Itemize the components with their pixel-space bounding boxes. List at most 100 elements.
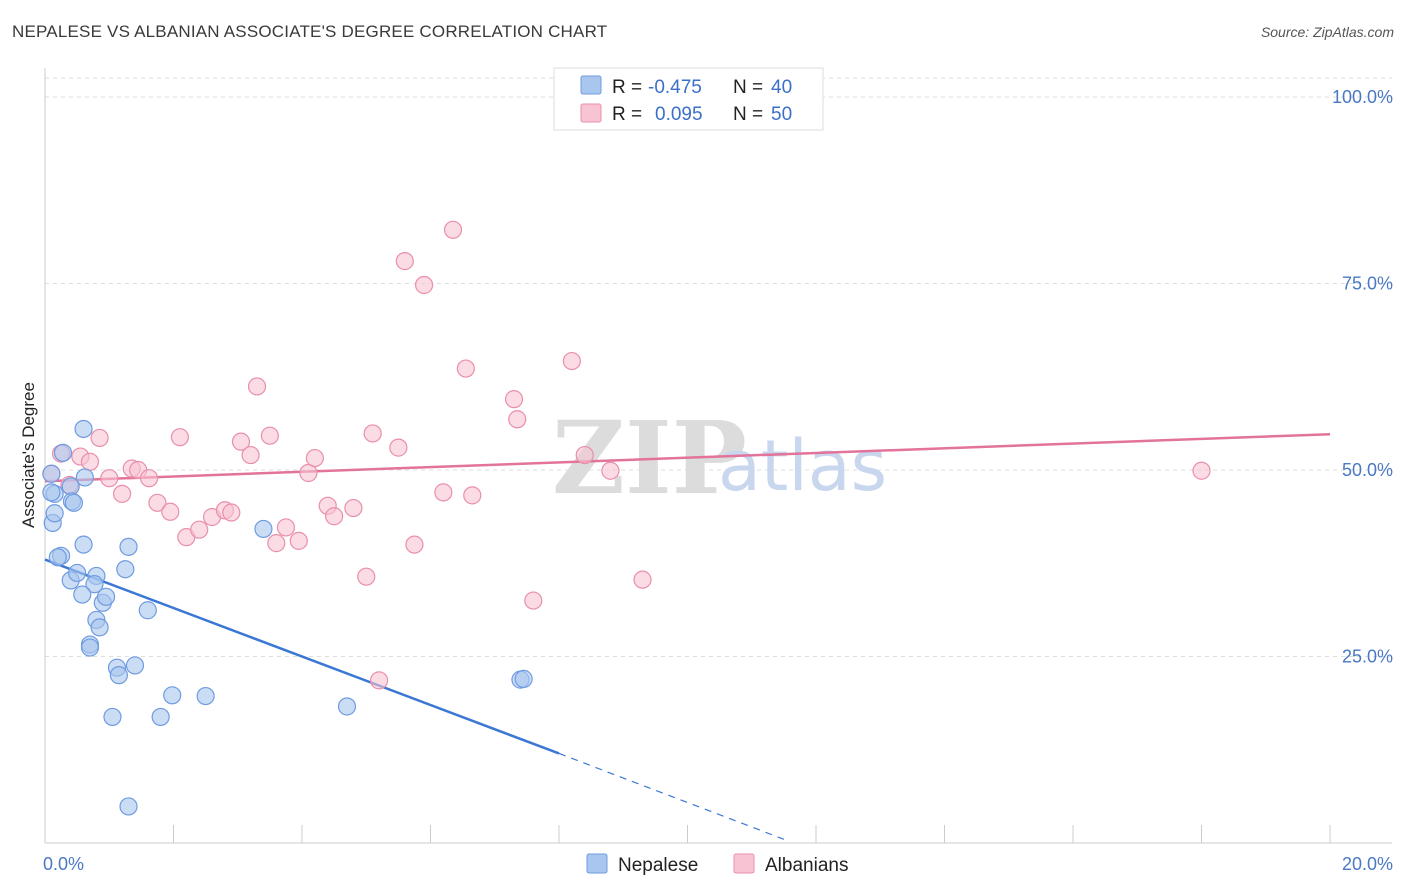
point-albanians-15: [190, 520, 209, 539]
point-albanians-10: [139, 469, 159, 488]
point-albanians-32: [363, 424, 382, 443]
x-tick-label-max: 20.0%: [1342, 854, 1393, 874]
source-credit: Source: ZipAtlas.com: [1260, 24, 1394, 40]
point-albanians-29: [325, 507, 344, 526]
point-albanians-20: [241, 445, 260, 465]
point-albanians-25: [289, 531, 308, 550]
point-albanians-23: [267, 534, 286, 553]
point-albanians-40: [456, 359, 475, 378]
point-nepalese-11: [48, 548, 67, 567]
point-nepalese-33: [151, 707, 170, 727]
series-legend-label-albanians: Albanians: [765, 855, 848, 876]
trend-lines: [44, 432, 1331, 840]
point-nepalese-31: [196, 686, 215, 706]
point-nepalese-20: [119, 537, 138, 556]
point-albanians-38: [434, 483, 453, 502]
legend-swatch-nepalese: [580, 75, 602, 95]
y-tick-label-75: 75.0%: [1342, 274, 1393, 294]
point-albanians-42: [504, 390, 524, 409]
point-albanians-24: [276, 518, 296, 537]
legend-n-value-nepalese: 40: [771, 77, 792, 98]
point-nepalese-0: [42, 464, 61, 483]
point-albanians-4: [80, 452, 100, 471]
point-albanians-12: [161, 502, 180, 521]
point-nepalese-26: [80, 638, 100, 657]
point-albanians-30: [344, 498, 363, 518]
point-albanians-34: [389, 438, 408, 457]
point-albanians-13: [170, 428, 190, 447]
point-albanians-45: [562, 351, 581, 371]
point-nepalese-24: [138, 601, 157, 620]
point-albanians-48: [633, 570, 652, 589]
x-tick-label-min: 0.0%: [43, 854, 84, 874]
point-nepalese-14: [68, 563, 87, 583]
point-albanians-43: [508, 410, 527, 429]
point-albanians-18: [222, 503, 241, 522]
point-nepalese-21: [116, 560, 135, 579]
series-legend-swatch-albanians: [733, 853, 755, 874]
point-albanians-36: [405, 535, 424, 554]
legend-r-value-nepalese: -0.475: [648, 77, 702, 98]
data-points: [42, 220, 1211, 816]
point-albanians-27: [305, 448, 324, 468]
y-tick-label-100: 100.0%: [1332, 87, 1393, 107]
point-nepalese-3: [45, 504, 64, 523]
point-albanians-35: [395, 252, 414, 271]
point-nepalese-29: [125, 656, 145, 675]
legend-n-label-nepalese: N =: [733, 77, 763, 98]
gridlines: [45, 77, 1392, 657]
point-albanians-46: [575, 445, 594, 465]
chart-title: NEPALESE VS ALBANIAN ASSOCIATE'S DEGREE …: [12, 22, 608, 41]
point-albanians-22: [260, 426, 279, 445]
watermark: ZIP atlas: [552, 399, 887, 517]
point-albanians-37: [414, 275, 434, 295]
legend-n-label-albanians: N =: [733, 104, 763, 125]
point-nepalese-23: [90, 618, 109, 637]
point-albanians-21: [247, 377, 267, 396]
watermark-atlas: atlas: [718, 425, 887, 507]
point-albanians-6: [100, 469, 119, 488]
point-nepalese-6: [75, 468, 94, 487]
point-nepalese-5: [74, 419, 93, 439]
x-tick-labels: 0.0% 20.0%: [43, 854, 1393, 874]
point-nepalese-28: [109, 666, 128, 685]
point-albanians-11: [148, 493, 167, 512]
legend-r-value-albanians: 0.095: [655, 104, 703, 125]
point-albanians-39: [443, 220, 463, 239]
point-nepalese-30: [163, 686, 182, 705]
point-albanians-19: [231, 432, 251, 451]
y-tick-label-25: 25.0%: [1342, 647, 1393, 667]
point-nepalese-36: [337, 697, 357, 716]
point-nepalese-17: [73, 585, 92, 604]
point-albanians-41: [463, 486, 482, 505]
point-nepalese-35: [254, 519, 273, 539]
y-axis-title: Associate's Degree: [19, 382, 38, 528]
point-albanians-31: [357, 567, 376, 586]
y-tick-labels: 25.0% 50.0% 75.0% 100.0%: [1332, 87, 1393, 667]
point-nepalese-19: [96, 587, 116, 606]
point-nepalese-38: [514, 669, 533, 688]
point-nepalese-34: [119, 797, 138, 816]
trend-line-nepalese-extension: [558, 752, 785, 840]
point-nepalese-13: [74, 535, 93, 554]
point-albanians-47: [601, 461, 620, 480]
point-nepalese-9: [64, 493, 84, 512]
legend-r-label-albanians: R =: [612, 104, 642, 125]
trend-line-albanians: [44, 432, 1331, 483]
point-nepalese-32: [103, 707, 122, 727]
axes: [44, 68, 1392, 844]
legend-r-label-nepalese: R =: [612, 77, 642, 98]
point-albanians-5: [90, 428, 109, 448]
trend-line-nepalese: [44, 558, 560, 755]
series-legend-label-nepalese: Nepalese: [618, 855, 698, 876]
point-albanians-33: [370, 671, 389, 690]
legend-n-value-albanians: 50: [771, 104, 792, 125]
stats-legend: R = -0.475 N = 40 R = 0.095 N = 50: [553, 67, 824, 131]
point-nepalese-39: [42, 483, 61, 502]
point-albanians-44: [524, 591, 543, 610]
legend-swatch-albanians: [580, 103, 602, 123]
point-nepalese-16: [85, 575, 104, 594]
point-albanians-49: [1192, 461, 1211, 480]
series-legend-swatch-nepalese: [586, 853, 608, 874]
